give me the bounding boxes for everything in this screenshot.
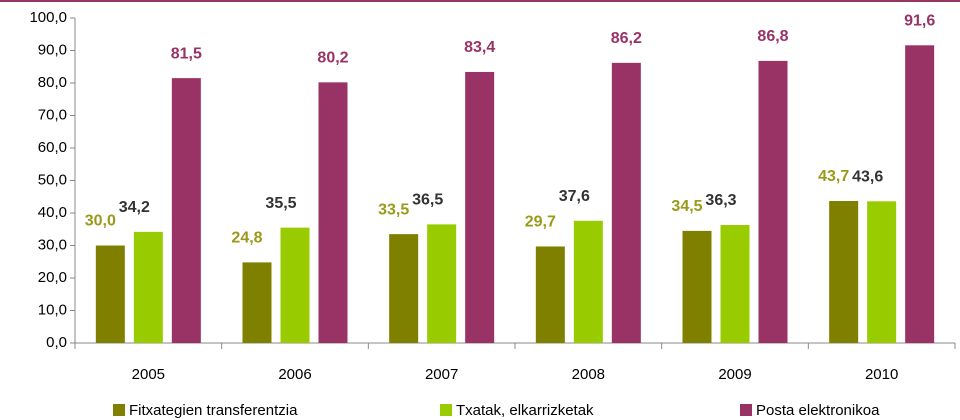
y-tick-label: 30,0 [38,236,67,253]
bar [720,225,750,343]
y-tick-label: 70,0 [38,106,67,123]
value-label: 80,2 [317,50,348,67]
value-label: 37,6 [559,188,590,205]
value-label: 33,5 [378,201,409,218]
bar [465,71,495,343]
bar [535,246,565,343]
value-label: 34,5 [671,198,702,215]
legend-swatch [740,404,752,416]
value-label: 43,7 [818,168,849,185]
y-tick-label: 80,0 [38,74,67,91]
legend-label: Txatak, elkarrizketak [456,402,594,419]
value-label: 29,7 [525,214,556,231]
bar [133,231,163,343]
y-tick-label: 90,0 [38,41,67,58]
x-tick-label: 2009 [718,366,751,383]
y-tick-label: 40,0 [38,204,67,221]
bar [758,60,788,344]
bar [318,82,348,343]
x-tick-label: 2006 [278,366,311,383]
legend-label: Fitxategien transferentzia [129,402,298,419]
bar [867,201,897,343]
bar [427,224,457,343]
bar [95,245,125,343]
y-tick-label: 100,0 [29,9,67,26]
y-tick-label: 0,0 [46,334,67,351]
value-label: 35,5 [265,195,296,212]
x-tick-label: 2005 [132,366,165,383]
legend-swatch [440,404,452,416]
bar [682,230,712,343]
value-label: 43,6 [852,169,883,186]
value-label: 81,5 [171,45,202,62]
value-label: 34,2 [119,199,150,216]
bar [829,200,859,343]
x-tick-label: 2008 [572,366,605,383]
legend-label: Posta elektronikoa [756,402,880,419]
x-tick-label: 2007 [425,366,458,383]
value-label: 30,0 [85,213,116,230]
value-label: 91,6 [904,13,935,30]
value-label: 83,4 [464,39,495,56]
bar [389,234,419,343]
x-tick-label: 2010 [865,366,898,383]
bar [611,62,641,343]
y-tick-label: 50,0 [38,171,67,188]
legend-swatch [113,404,125,416]
bar [171,78,201,343]
y-tick-label: 20,0 [38,269,67,286]
bar [905,45,935,344]
value-label: 86,8 [757,28,788,45]
value-label: 36,5 [412,192,443,209]
bar [280,227,310,343]
y-tick-label: 10,0 [38,301,67,318]
value-label: 86,2 [611,30,642,47]
y-tick-label: 60,0 [38,139,67,156]
bar [242,262,272,343]
bar [573,220,603,343]
value-label: 24,8 [231,230,262,247]
value-label: 36,3 [705,192,736,209]
